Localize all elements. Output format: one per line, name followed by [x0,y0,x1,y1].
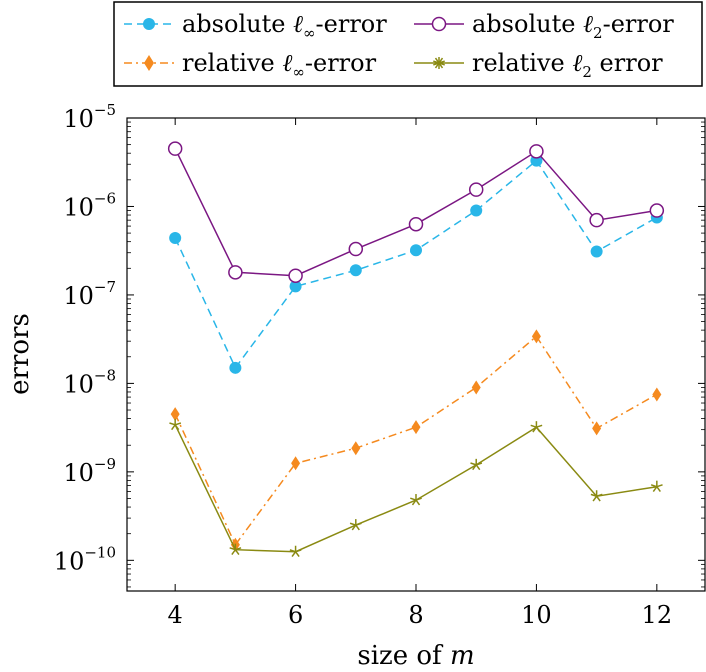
data-point [291,456,301,471]
y-tick-label: 10−5 [63,101,116,133]
legend-entry-abs-linf: absolute ℓ∞-error [124,10,387,42]
data-point [289,545,302,558]
series-line-2 [174,335,658,547]
data-point [349,264,362,277]
data-point [411,420,421,435]
data-point [288,268,303,283]
series-line-0 [174,159,658,370]
data-point [289,280,302,293]
legend: absolute ℓ∞-error absolute ℓ2-error rela… [113,1,703,87]
plot-area [126,117,706,592]
data-point [531,329,541,344]
series-3 [169,418,663,558]
y-axis-label: errors [5,313,35,395]
series-2 [170,329,662,552]
data-point [649,203,665,218]
data-point [652,387,662,402]
legend-label-rel-linf: relative ℓ∞-error [182,49,377,81]
data-point [410,244,422,257]
data-point [351,441,361,456]
legend-box [113,1,703,87]
y-tick-label: 10−7 [63,278,116,310]
data-point [410,494,422,506]
data-series [167,141,665,558]
data-point [348,241,364,257]
series-line-1 [174,148,657,277]
data-point [590,245,603,258]
y-tick-label: 10−8 [63,366,116,398]
legend-marker-abs-linf [143,18,155,30]
legend-marker-rel-l2 [433,57,445,69]
legend-label-abs-l2: absolute ℓ2-error [472,10,674,42]
data-point [470,204,483,217]
x-tick-label: 10 [521,601,552,629]
data-point [229,543,242,555]
legend-marker-rel-linf [144,55,154,71]
legend-entry-rel-l2: relative ℓ2 error [414,49,663,81]
y-tick-label: 10−10 [54,543,116,575]
series-1 [167,141,665,283]
data-point [530,421,543,433]
axis-ticks: 4 6 8 10 12 10−10 10−9 10−8 10−7 10−6 10−5 [54,101,705,629]
data-point [529,144,544,159]
data-point [589,212,604,228]
legend-label-rel-l2: relative ℓ2 error [472,49,663,81]
data-point [650,480,663,492]
y-tick-label: 10−9 [63,455,116,487]
data-point [170,407,180,422]
x-axis-label: size of m [357,641,474,671]
data-point [470,458,483,471]
data-point [169,418,182,431]
legend-entry-abs-l2: absolute ℓ2-error [414,10,674,42]
series-0 [169,154,663,374]
legend-marker-abs-l2 [431,16,447,32]
y-tick-label: 10−6 [63,189,116,221]
data-point [471,380,481,395]
data-point [349,519,362,531]
data-point [590,490,603,502]
x-tick-label: 8 [408,601,423,629]
series-line-3 [174,424,657,553]
x-tick-label: 4 [168,601,183,629]
legend-entry-rel-linf: relative ℓ∞-error [124,49,377,81]
data-point [592,421,602,436]
data-point [228,265,243,280]
data-point [167,141,183,156]
legend-label-abs-linf: absolute ℓ∞-error [182,10,387,42]
data-point [229,361,242,374]
data-point [169,232,182,245]
x-tick-label: 6 [288,601,303,629]
x-tick-label: 12 [642,601,673,629]
data-point [468,182,484,197]
data-point [408,216,424,232]
